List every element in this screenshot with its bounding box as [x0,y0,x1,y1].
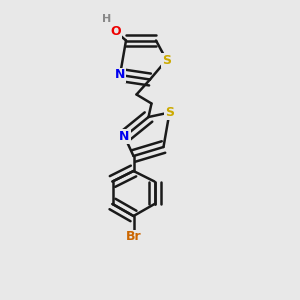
Text: Br: Br [126,230,141,244]
Text: S: S [162,53,171,67]
Text: N: N [119,130,130,143]
Text: H: H [102,14,111,25]
Text: O: O [110,25,121,38]
Text: S: S [165,106,174,119]
Text: N: N [115,68,125,82]
